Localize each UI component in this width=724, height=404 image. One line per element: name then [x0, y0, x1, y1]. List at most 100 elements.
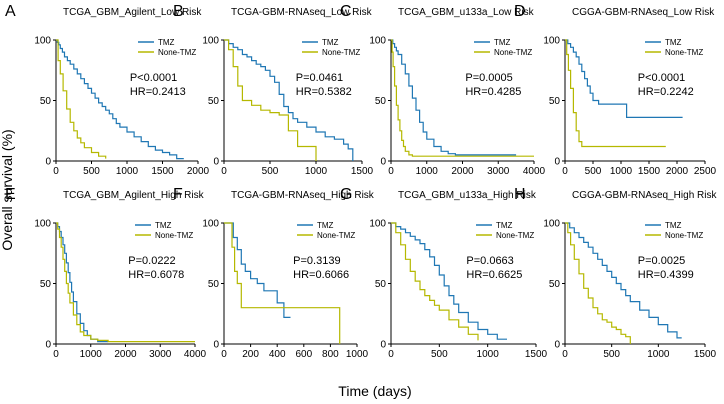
x-tick-label: 3000 — [149, 349, 172, 360]
hr-label: HR=0.5382 — [296, 86, 352, 98]
panel-title: TCGA_GBM_u133a_Low Risk — [398, 7, 535, 18]
legend-label-none-tmz: None-TMZ — [158, 48, 196, 57]
series-tmz-curve — [565, 39, 683, 118]
y-tick-label: 0 — [213, 157, 219, 168]
panel-letter: C — [340, 3, 352, 20]
x-tick-label: 1500 — [638, 166, 661, 177]
legend-label-tmz: TMZ — [158, 38, 175, 47]
legend-label-none-tmz: None-TMZ — [317, 231, 355, 240]
y-tick-label: 0 — [45, 340, 51, 351]
y-tick-label: 0 — [380, 157, 386, 168]
panel-letter: E — [5, 186, 16, 203]
p-value-label: P<0.0001 — [638, 72, 685, 84]
x-tick-label: 1500 — [525, 349, 548, 360]
x-tick-label: 2000 — [114, 349, 137, 360]
hr-label: HR=0.6078 — [128, 269, 184, 281]
y-tick-label: 100 — [34, 219, 51, 230]
hr-label: HR=0.6625 — [466, 269, 522, 281]
p-value-label: P<0.0001 — [130, 72, 177, 84]
series-none-tmz-curve — [224, 222, 341, 344]
y-tick-label: 0 — [554, 340, 560, 351]
panel-title: CGGA-GBM-RNAseq_Low Risk — [572, 7, 715, 18]
panel-letter: F — [173, 186, 183, 203]
x-tick-label: 500 — [603, 349, 620, 360]
x-tick-label: 0 — [221, 349, 227, 360]
series-tmz-curve — [565, 222, 682, 339]
legend-label-tmz: TMZ — [665, 221, 682, 230]
series-tmz-curve — [56, 39, 184, 160]
legend-label-none-tmz: None-TMZ — [322, 48, 360, 57]
series-tmz-curve — [224, 39, 354, 161]
y-tick-label: 100 — [202, 36, 219, 47]
series-none-tmz-curve — [224, 39, 317, 161]
y-tick-label: 50 — [375, 96, 387, 107]
hr-label: HR=0.4399 — [638, 269, 694, 281]
panel-title: TCGA_GBM_Agilent_Low Risk — [63, 7, 202, 18]
y-tick-label: 0 — [213, 340, 219, 351]
y-tick-label: 50 — [40, 96, 52, 107]
x-tick-label: 1000 — [346, 349, 369, 360]
x-tick-label: 0 — [388, 349, 394, 360]
hr-label: HR=0.2242 — [638, 86, 694, 98]
y-tick-label: 0 — [554, 157, 560, 168]
series-none-tmz-curve — [391, 222, 479, 341]
p-value-label: P=0.0222 — [128, 255, 175, 267]
x-tick-label: 0 — [388, 166, 394, 177]
panel-letter: H — [514, 186, 526, 203]
x-tick-label: 200 — [242, 349, 259, 360]
x-tick-label: 0 — [562, 349, 568, 360]
x-tick-label: 500 — [431, 349, 448, 360]
series-none-tmz-curve — [56, 222, 195, 343]
x-tick-label: 1500 — [151, 166, 174, 177]
panel-letter: D — [514, 3, 526, 20]
p-value-label: P=0.0663 — [466, 255, 513, 267]
series-none-tmz-curve — [565, 222, 631, 344]
panel-title: CGGA-GBM-RNAseq_High Risk — [572, 190, 717, 201]
x-tick-label: 1000 — [416, 166, 439, 177]
figure-xlabel: Time (days) — [338, 383, 411, 399]
y-tick-label: 50 — [208, 96, 220, 107]
legend-label-none-tmz: None-TMZ — [665, 48, 703, 57]
x-tick-label: 4000 — [184, 349, 207, 360]
legend-label-tmz: TMZ — [317, 221, 334, 230]
x-tick-label: 0 — [221, 166, 227, 177]
legend-label-tmz: TMZ — [665, 38, 682, 47]
hr-label: HR=0.4285 — [465, 86, 521, 98]
series-none-tmz-curve — [56, 39, 107, 159]
hr-label: HR=0.6066 — [293, 269, 349, 281]
series-none-tmz-curve — [391, 39, 534, 157]
y-tick-label: 50 — [208, 279, 220, 290]
y-tick-label: 0 — [45, 157, 51, 168]
x-tick-label: 2000 — [666, 166, 689, 177]
legend-label-none-tmz: None-TMZ — [155, 231, 193, 240]
x-tick-label: 2000 — [187, 166, 210, 177]
x-tick-label: 3000 — [487, 166, 510, 177]
x-tick-label: 1000 — [116, 166, 139, 177]
x-tick-label: 1500 — [351, 166, 374, 177]
x-tick-label: 2000 — [451, 166, 474, 177]
panel-title: TCGA_GBM_u133a_High Risk — [398, 190, 537, 201]
x-tick-label: 2500 — [694, 166, 717, 177]
x-tick-label: 4000 — [523, 166, 546, 177]
panel-title: TCGA_GBM_Agilent_High Risk — [63, 190, 205, 201]
x-tick-label: 600 — [295, 349, 312, 360]
y-tick-label: 50 — [40, 279, 52, 290]
y-tick-label: 50 — [375, 279, 387, 290]
y-tick-label: 0 — [380, 340, 386, 351]
series-tmz-curve — [224, 222, 291, 318]
series-tmz-curve — [391, 222, 507, 340]
p-value-label: P=0.3139 — [293, 255, 340, 267]
series-tmz-curve — [391, 39, 517, 156]
panel-letter: G — [340, 186, 352, 203]
p-value-label: P=0.0005 — [465, 72, 512, 84]
x-tick-label: 1000 — [647, 349, 670, 360]
x-tick-label: 500 — [262, 166, 279, 177]
